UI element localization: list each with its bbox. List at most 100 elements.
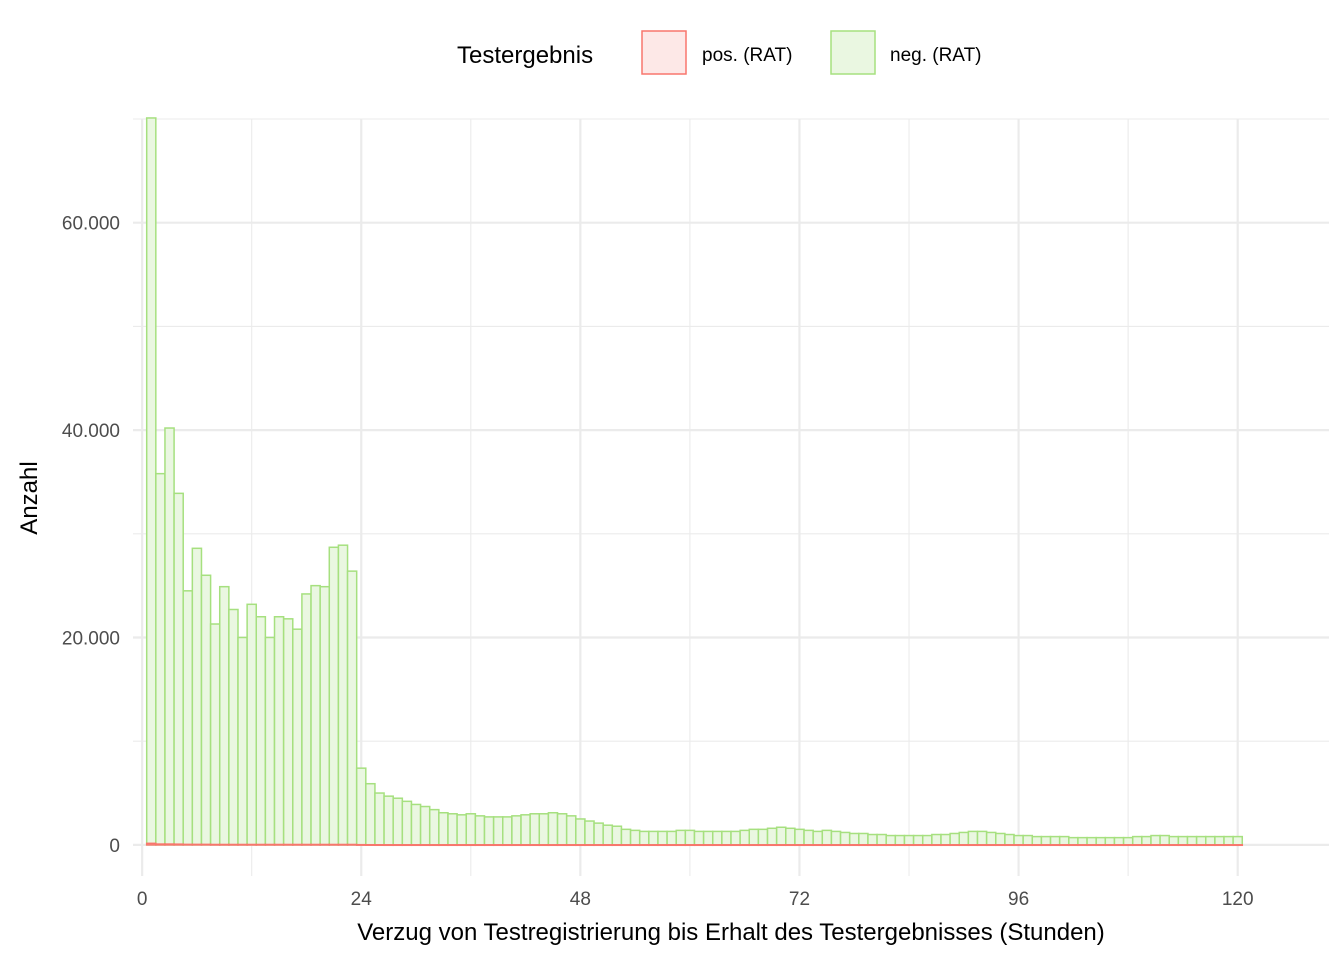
bar-pos [1113,844,1125,847]
bar-neg [1068,836,1079,846]
bar-neg [940,833,951,846]
bar-pos [328,843,340,846]
bar-pos [1177,844,1189,847]
bar-pos [867,844,878,847]
y-tick-label: 20.000 [62,628,120,649]
bar-pos [1031,844,1043,847]
bar-neg [1095,836,1107,846]
bar-neg [693,830,705,846]
bar-neg [218,585,230,846]
bar-neg [392,797,404,846]
bar-pos [529,844,541,847]
bar-pos [1013,844,1024,847]
bar-neg [483,816,495,846]
bar-neg [164,427,175,846]
bar-pos [438,844,449,847]
bar-neg [657,830,668,846]
bar-pos [657,844,668,847]
bar-pos [949,844,960,847]
bar-neg [995,832,1006,846]
bar-neg [648,830,659,846]
legend-label-pos: pos. (RAT) [702,45,792,66]
x-tick-label: 48 [570,889,591,910]
bar-neg [383,795,394,846]
bar-neg [1159,834,1170,846]
bar-neg [355,767,367,846]
bar-pos [995,844,1006,847]
bar-pos [310,843,321,846]
x-tick-label: 0 [137,889,148,910]
bar-pos [428,844,440,847]
bar-pos [903,844,915,847]
bar-pos [1077,844,1088,847]
x-tick-label: 120 [1222,889,1254,910]
bar-pos [155,843,166,846]
bar-neg [620,828,632,846]
bar-neg [301,593,312,846]
bar-neg [1113,836,1125,846]
bar-pos [255,843,267,846]
bar-pos [1040,844,1052,847]
bar-neg [666,830,677,846]
bar-pos [711,844,723,847]
bar-pos [958,844,970,847]
bar-neg [209,623,221,846]
bar-neg [428,808,440,846]
bar-neg [1195,835,1207,846]
bar-pos [931,844,942,847]
bar-pos [1159,844,1170,847]
bar-neg [794,828,805,846]
bar-pos [721,844,732,847]
bar-pos [1058,844,1070,847]
bar-neg [1186,835,1198,846]
bar-neg [1214,835,1225,846]
bar-neg [264,636,276,846]
bar-pos [1004,844,1015,847]
bar-neg [757,828,769,846]
bar-neg [812,830,824,846]
bar-pos [1049,844,1061,847]
bar-pos [465,844,477,847]
bar-pos [821,844,833,847]
bar-neg [456,814,467,846]
y-tick-label: 0 [109,836,120,857]
bar-neg [684,829,696,846]
legend-key-pos [641,30,687,75]
bar-pos [246,843,258,846]
bar-pos [921,844,933,847]
bar-neg [775,826,787,846]
bar-neg [346,570,358,846]
tick-labels: 0 24 48 72 96 120 0 20.000 40.000 60.000 [62,214,1254,910]
bar-pos [830,844,842,847]
bar-pos [1131,844,1143,847]
bar-neg [365,782,376,846]
bar-neg [474,815,486,846]
bar-pos [145,842,157,846]
bar-pos [775,844,787,847]
bar-pos [967,844,979,847]
bar-pos [483,844,495,847]
bar-pos [739,844,751,847]
bar-neg [629,829,641,846]
bar-pos [912,844,924,847]
bar-pos [1141,844,1152,847]
bar-pos [638,844,650,847]
bar-neg [839,831,851,846]
bar-pos [629,844,641,847]
bar-pos [264,843,276,846]
bar-pos [1150,844,1161,847]
bar-neg [273,616,285,846]
bar-pos [492,844,504,847]
bar-pos [1204,844,1216,847]
bar-neg [821,829,833,846]
bar-neg [675,829,687,846]
bar-pos [1186,844,1198,847]
bar-pos [1232,844,1244,847]
bar-pos [794,844,805,847]
bar-neg [1004,833,1015,846]
bar-neg [611,825,623,846]
bar-neg [374,792,385,846]
bar-neg [237,636,248,846]
